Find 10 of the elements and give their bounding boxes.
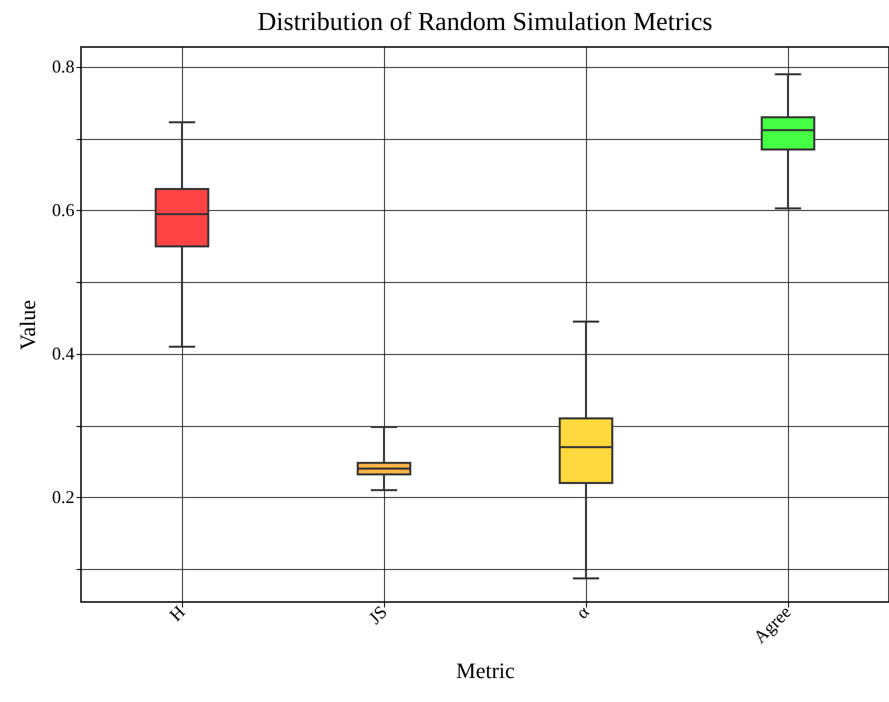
x-axis-title: Metric [456,658,516,683]
x-tick-label: JS [364,602,391,628]
x-tick-label: H [166,602,189,626]
y-tick-label: 0.8 [52,56,74,77]
y-tick-label: 0.2 [52,486,74,507]
y-tick-label: 0.6 [52,200,74,220]
y-tick-label: 0.4 [52,343,74,364]
x-tick-label: α [572,601,594,623]
chart-title: Distribution of Random Simulation Metrics [258,7,712,36]
y-axis-title: Value [15,300,40,350]
